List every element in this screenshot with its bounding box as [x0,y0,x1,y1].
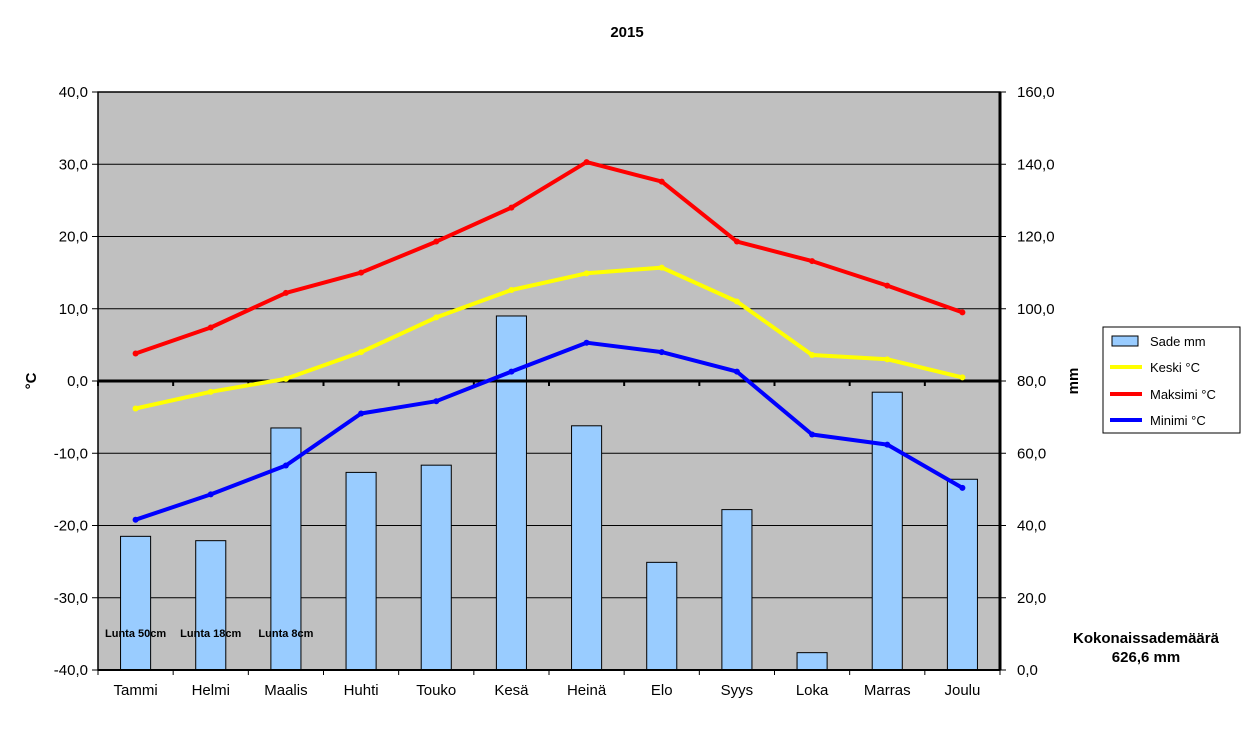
x-tick-label-helmi: Helmi [192,682,230,699]
series-line-minimi [134,340,964,522]
point-maksimi-elo [658,178,665,185]
y-right-tick-label: 20,0 [1017,590,1046,607]
point-maksimi-marras [884,282,891,289]
point-keski-joulu [959,374,966,381]
point-minimi-helmi [207,491,214,498]
y-left-tick-label: -40,0 [54,662,88,679]
point-maksimi-kesä [508,204,515,211]
point-keski-helmi [207,388,214,395]
legend-label-bars: Sade mm [1150,334,1206,349]
legend-label-maksimi: Maksimi °C [1150,387,1216,402]
point-maksimi-heinä [583,159,590,166]
point-minimi-syys [733,368,740,375]
y-left-tick-label: 40,0 [59,84,88,101]
x-tick-label-maalis: Maalis [264,682,307,699]
point-minimi-huhti [358,410,365,417]
point-minimi-loka [809,431,816,438]
series-line-maksimi [134,160,964,356]
legend-label-keski: Keski °C [1150,360,1200,375]
axes: -40,0 -30,0 -20,0 -10,0 0,0 10,0 20,0 30,0 40,0 0… [54,84,1055,699]
point-maksimi-loka [809,258,816,265]
y-left-tick-label: 30,0 [59,156,88,173]
x-tick-label-kesä: Kesä [494,682,529,699]
y-left-axis-label: °C [23,372,40,389]
point-keski-loka [809,351,816,358]
y-left-tick-label: -10,0 [54,445,88,462]
x-tick-label-joulu: Joulu [944,682,980,699]
x-tick-label-elo: Elo [651,682,673,699]
x-tick-label-huhti: Huhti [344,682,379,699]
point-minimi-joulu [959,484,966,491]
temperature-lines [97,159,1001,523]
bar-sade-heinä [571,425,603,671]
point-maksimi-maalis [282,289,289,296]
y-right-tick-label: 100,0 [1017,301,1055,318]
point-minimi-tammi [132,516,139,523]
legend-swatch-bars [1111,335,1139,347]
legend: Sade mm Keski °C Maksimi °C Minimi °C [1102,326,1241,434]
total-precipitation-value: 626,6 mm [1112,649,1180,666]
bar-sade-tammi [120,535,152,671]
y-left-tick-label: 10,0 [59,301,88,318]
y-right-tick-label: 160,0 [1017,84,1055,101]
snow-label-tammi: Lunta 50cm [105,628,166,640]
point-maksimi-helmi [207,324,214,331]
point-keski-elo [658,264,665,271]
series-line-keski [135,265,963,411]
bar-sade-huhti [345,471,377,671]
bar-sade-helmi [195,540,227,671]
y-right-tick-label: 0,0 [1017,662,1038,679]
point-maksimi-joulu [959,309,966,316]
point-minimi-elo [658,349,665,356]
point-minimi-kesä [508,368,515,375]
y-left-tick-label: 0,0 [67,373,88,390]
y-right-tick-label: 120,0 [1017,229,1055,246]
point-keski-heinä [583,270,590,277]
x-tick-label-heinä: Heinä [567,682,607,699]
bar-sade-marras [871,391,903,671]
point-minimi-heinä [583,339,590,346]
y-right-tick-label: 80,0 [1017,373,1046,390]
point-keski-marras [884,356,891,363]
x-tick-label-syys: Syys [721,682,754,699]
point-minimi-maalis [282,462,289,469]
y-right-tick-label: 140,0 [1017,156,1055,173]
x-tick-label-marras: Marras [864,682,911,699]
bar-sade-syys [721,509,753,671]
point-keski-syys [733,298,740,305]
y-right-tick-label: 40,0 [1017,518,1046,535]
point-minimi-marras [884,441,891,448]
point-maksimi-tammi [132,350,139,357]
y-left-tick-label: -20,0 [54,518,88,535]
point-keski-kesä [508,286,515,293]
point-minimi-touko [433,398,440,405]
x-tick-label-tammi: Tammi [113,682,157,699]
legend-label-minimi: Minimi °C [1150,413,1206,428]
y-right-tick-label: 60,0 [1017,445,1046,462]
y-left-tick-label: 20,0 [59,229,88,246]
x-tick-label-loka: Loka [796,682,829,699]
snow-label-helmi: Lunta 18cm [180,628,241,640]
x-tick-label-touko: Touko [416,682,456,699]
point-keski-maalis [282,375,289,382]
y-left-tick-label: -30,0 [54,590,88,607]
total-precipitation-label: Kokonaissademäärä [1073,630,1220,647]
bar-sade-touko [420,464,452,671]
bar-sade-joulu [946,478,978,671]
bar-sade-loka [796,652,828,671]
precipitation-bars [120,315,978,671]
point-maksimi-touko [433,238,440,245]
y-right-axis-label: mm [1065,368,1082,395]
snow-label-maalis: Lunta 8cm [258,628,313,640]
chart-title: 2015 [610,24,643,41]
point-keski-touko [433,314,440,321]
point-keski-tammi [132,405,139,412]
point-maksimi-huhti [358,269,365,276]
point-keski-huhti [358,349,365,356]
point-maksimi-syys [733,238,740,245]
bar-sade-elo [646,561,678,671]
